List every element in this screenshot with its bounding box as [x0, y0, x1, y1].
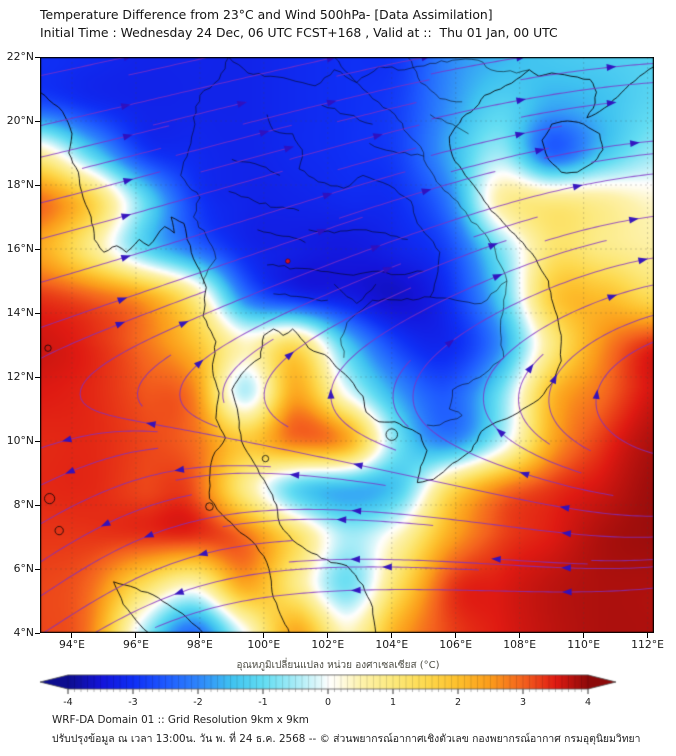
x-tick-label: 112°E — [631, 638, 665, 651]
x-tick-mark — [455, 633, 457, 638]
x-tick-label: 98°E — [186, 638, 213, 651]
y-tick-mark — [35, 248, 40, 250]
y-tick-mark — [35, 440, 40, 442]
y-tick-label: 12°N — [6, 370, 34, 383]
y-tick-label: 20°N — [6, 114, 34, 127]
colorbar-tick-label: -1 — [258, 697, 268, 708]
y-tick-mark — [35, 120, 40, 122]
y-tick-mark — [35, 632, 40, 634]
footer-update-info: ปรับปรุงข้อมูล ณ เวลา 13:00น. วัน พ. ที่… — [52, 733, 641, 745]
x-tick-label: 102°E — [311, 638, 345, 651]
colorbar-label: อุณหภูมิเปลี่ยนแปลง หน่วย องศาเซลเซียส (… — [236, 660, 440, 671]
x-tick-mark — [327, 633, 329, 638]
x-tick-mark — [135, 633, 137, 638]
colorbar-tick-label: 0 — [324, 697, 332, 708]
x-tick-mark — [647, 633, 649, 638]
colorbar-tick-label: 4 — [584, 697, 592, 708]
colorbar-tick-label: 1 — [389, 697, 397, 708]
colorbar-tick-label: -4 — [63, 697, 73, 708]
x-tick-mark — [263, 633, 265, 638]
x-tick-label: 94°E — [58, 638, 85, 651]
y-tick-label: 4°N — [13, 626, 34, 639]
y-tick-mark — [35, 184, 40, 186]
x-tick-mark — [199, 633, 201, 638]
y-tick-label: 6°N — [13, 562, 34, 575]
y-tick-label: 14°N — [6, 306, 34, 319]
x-tick-mark — [583, 633, 585, 638]
map-plot-area — [40, 57, 654, 633]
map-canvas — [40, 57, 654, 633]
x-tick-mark — [519, 633, 521, 638]
footer-domain-info: WRF-DA Domain 01 :: Grid Resolution 9km … — [52, 714, 309, 726]
y-tick-label: 16°N — [6, 242, 34, 255]
x-tick-label: 104°E — [375, 638, 409, 651]
colorbar-canvas — [38, 674, 638, 696]
y-tick-label: 10°N — [6, 434, 34, 447]
y-tick-mark — [35, 504, 40, 506]
x-tick-label: 108°E — [503, 638, 537, 651]
x-tick-label: 96°E — [122, 638, 149, 651]
colorbar-tick-label: -3 — [128, 697, 138, 708]
colorbar-tick-label: 2 — [454, 697, 462, 708]
x-tick-label: 100°E — [247, 638, 281, 651]
colorbar-tick-label: -2 — [193, 697, 203, 708]
y-tick-label: 22°N — [6, 50, 34, 63]
y-tick-mark — [35, 56, 40, 58]
x-tick-label: 110°E — [567, 638, 601, 651]
x-tick-mark — [391, 633, 393, 638]
chart-title: Temperature Difference from 23°C and Win… — [40, 7, 493, 22]
x-tick-mark — [71, 633, 73, 638]
chart-subtitle: Initial Time : Wednesday 24 Dec, 06 UTC … — [40, 25, 558, 40]
y-tick-mark — [35, 312, 40, 314]
colorbar-tick-label: 3 — [519, 697, 527, 708]
y-tick-mark — [35, 568, 40, 570]
y-tick-label: 18°N — [6, 178, 34, 191]
x-tick-label: 106°E — [439, 638, 473, 651]
y-tick-mark — [35, 376, 40, 378]
y-tick-label: 8°N — [13, 498, 34, 511]
